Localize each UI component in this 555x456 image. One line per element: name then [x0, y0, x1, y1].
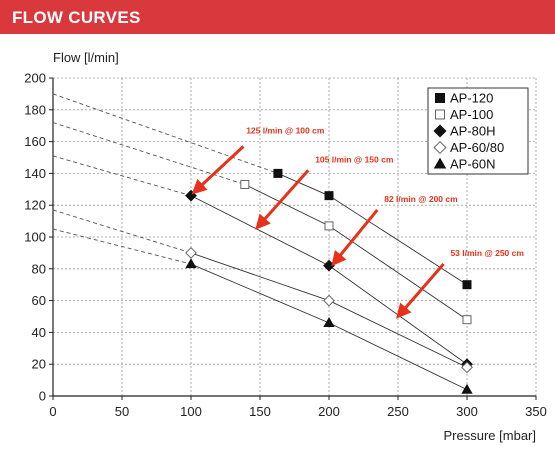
annotation-arrow-1 [255, 169, 310, 230]
y-tick-label-80: 80 [32, 261, 46, 276]
data-point-ap-100-2 [462, 315, 472, 325]
annotation-arrow-0 [191, 145, 245, 195]
y-axis-label: Flow [l/min] [53, 50, 119, 65]
data-point-ap-100-1 [324, 221, 334, 231]
y-tick-label-40: 40 [32, 325, 46, 340]
annotation-label-2: 82 l/min @ 200 cm [384, 194, 458, 204]
series-extrapolation-ap-60n [52, 228, 192, 265]
legend-label-ap-120: AP-120 [450, 91, 493, 106]
data-point-ap-60-80-2 [461, 361, 473, 374]
y-tick-label-120: 120 [24, 198, 46, 213]
series-extrapolation-ap-60-80 [52, 209, 192, 254]
annotation-label-0: 125 l/min @ 100 cm [246, 126, 325, 136]
x-tick-label-0: 0 [49, 404, 56, 419]
legend-marker-ap-100 [435, 109, 445, 120]
y-tick-label-20: 20 [32, 357, 46, 372]
data-point-ap-120-1 [324, 191, 334, 201]
legend-marker-ap-80h [433, 124, 447, 138]
data-point-ap-120-2 [462, 280, 472, 290]
data-point-ap-100-0 [240, 180, 250, 190]
x-tick-label-50: 50 [115, 404, 129, 419]
y-tick-label-100: 100 [24, 230, 46, 245]
series-extrapolation-ap-80h [52, 155, 192, 197]
x-tick-label-150: 150 [249, 404, 271, 419]
legend-label-ap-60-80: AP-60/80 [450, 140, 504, 155]
section-header: FLOW CURVES [0, 0, 555, 34]
annotation-arrow-2 [331, 209, 379, 267]
data-point-ap-60-80-0 [185, 246, 197, 259]
y-tick-label-0: 0 [39, 389, 46, 404]
x-axis-label: Pressure [mbar] [444, 428, 536, 443]
y-tick-label-180: 180 [24, 102, 46, 117]
x-tick-label-300: 300 [456, 404, 478, 419]
data-point-ap-60n-2 [461, 383, 473, 394]
legend-marker-ap-60-80 [433, 140, 447, 155]
data-point-ap-60n-1 [323, 317, 335, 327]
data-point-ap-60-80-1 [323, 294, 335, 307]
series-extrapolation-ap-120 [52, 93, 279, 174]
legend-marker-ap-60n [433, 157, 447, 169]
legend-label-ap-80h: AP-80H [450, 124, 496, 139]
annotation-label-1: 105 l/min @ 150 cm [315, 154, 394, 164]
annotation-label-3: 53 l/min @ 250 cm [450, 248, 524, 258]
y-tick-label-160: 160 [24, 134, 46, 149]
y-tick-label-140: 140 [24, 166, 46, 181]
x-tick-label-100: 100 [180, 404, 202, 419]
x-tick-label-250: 250 [387, 404, 409, 419]
x-tick-label-350: 350 [525, 404, 547, 419]
legend-marker-ap-120 [435, 93, 445, 103]
data-point-ap-120-0 [273, 168, 283, 178]
legend-label-ap-60n: AP-60N [450, 157, 496, 172]
header-title: FLOW CURVES [12, 8, 141, 27]
series-extrapolation-ap-100 [52, 122, 245, 185]
y-tick-label-60: 60 [32, 293, 46, 308]
data-point-ap-60n-0 [185, 258, 197, 269]
x-tick-label-200: 200 [318, 404, 340, 419]
legend-label-ap-100: AP-100 [450, 107, 493, 122]
annotation-arrow-3 [396, 263, 445, 319]
y-tick-label-200: 200 [24, 71, 46, 86]
data-point-ap-80h-1 [323, 259, 335, 272]
